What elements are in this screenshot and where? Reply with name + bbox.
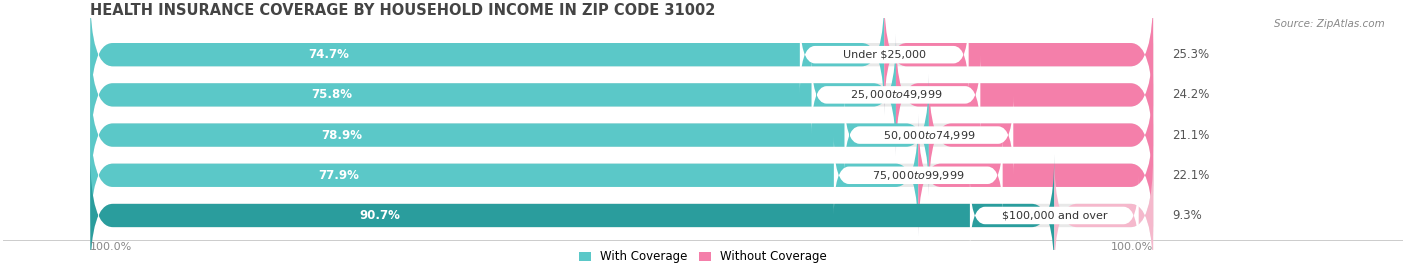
Text: 77.9%: 77.9%: [318, 169, 359, 182]
Text: 24.2%: 24.2%: [1171, 89, 1209, 101]
Text: $50,000 to $74,999: $50,000 to $74,999: [883, 129, 976, 141]
Text: Under $25,000: Under $25,000: [842, 50, 925, 60]
Text: 78.9%: 78.9%: [322, 129, 363, 141]
Text: 100.0%: 100.0%: [90, 242, 132, 252]
Text: 75.8%: 75.8%: [312, 89, 353, 101]
FancyBboxPatch shape: [90, 74, 1153, 196]
FancyBboxPatch shape: [90, 115, 1153, 236]
FancyBboxPatch shape: [90, 155, 1054, 269]
FancyBboxPatch shape: [90, 74, 929, 196]
Text: $75,000 to $99,999: $75,000 to $99,999: [872, 169, 965, 182]
Text: 74.7%: 74.7%: [308, 48, 349, 61]
FancyBboxPatch shape: [90, 34, 1153, 155]
Text: $25,000 to $49,999: $25,000 to $49,999: [849, 89, 942, 101]
Text: $100,000 and over: $100,000 and over: [1001, 210, 1107, 221]
FancyBboxPatch shape: [896, 34, 1153, 155]
FancyBboxPatch shape: [90, 0, 1153, 115]
FancyBboxPatch shape: [845, 95, 1014, 175]
Legend: With Coverage, Without Coverage: With Coverage, Without Coverage: [574, 246, 832, 268]
FancyBboxPatch shape: [800, 15, 969, 94]
FancyBboxPatch shape: [834, 136, 1002, 215]
FancyBboxPatch shape: [1054, 155, 1153, 269]
Text: 90.7%: 90.7%: [359, 209, 399, 222]
FancyBboxPatch shape: [811, 55, 980, 134]
Text: Source: ZipAtlas.com: Source: ZipAtlas.com: [1274, 19, 1385, 29]
Text: 22.1%: 22.1%: [1171, 169, 1209, 182]
FancyBboxPatch shape: [918, 115, 1153, 236]
Text: 100.0%: 100.0%: [1111, 242, 1153, 252]
FancyBboxPatch shape: [90, 34, 896, 155]
Text: HEALTH INSURANCE COVERAGE BY HOUSEHOLD INCOME IN ZIP CODE 31002: HEALTH INSURANCE COVERAGE BY HOUSEHOLD I…: [90, 3, 716, 18]
FancyBboxPatch shape: [90, 155, 1153, 269]
Text: 25.3%: 25.3%: [1171, 48, 1209, 61]
FancyBboxPatch shape: [90, 115, 918, 236]
FancyBboxPatch shape: [970, 176, 1139, 255]
Text: 9.3%: 9.3%: [1171, 209, 1202, 222]
FancyBboxPatch shape: [90, 0, 884, 115]
FancyBboxPatch shape: [929, 74, 1153, 196]
Text: 21.1%: 21.1%: [1171, 129, 1209, 141]
FancyBboxPatch shape: [884, 0, 1153, 115]
